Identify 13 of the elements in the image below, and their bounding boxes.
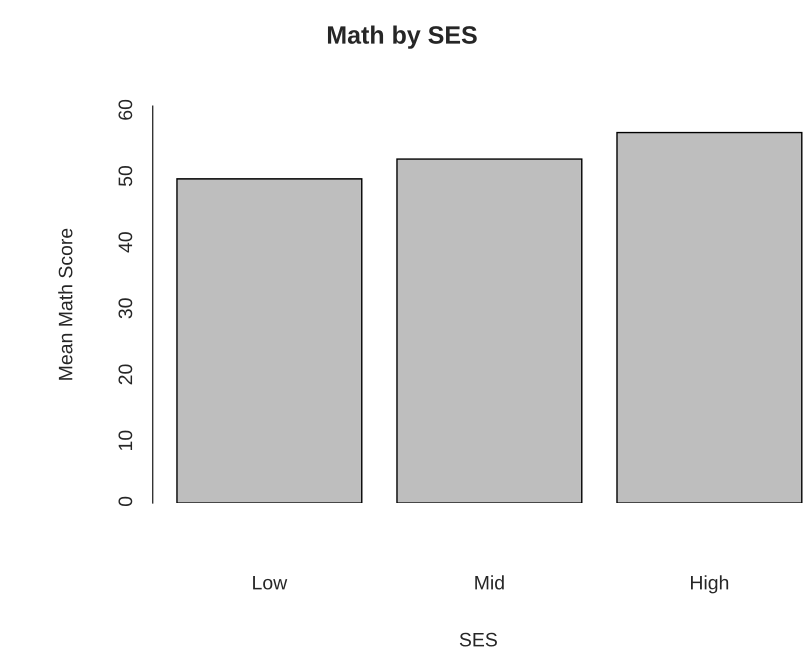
x-tick-label: Mid	[475, 575, 504, 590]
chart-title: Math by SES	[328, 25, 477, 49]
x-tick-label: High	[690, 575, 728, 594]
x-tick-label: Low	[253, 576, 288, 590]
y-tick-label: 50	[118, 166, 132, 186]
y-tick-label: 30	[118, 298, 132, 318]
y-tick-label: 60	[118, 100, 132, 120]
y-tick-label: 20	[118, 364, 132, 384]
y-tick-label: 0	[118, 496, 132, 506]
x-axis-title: SES	[460, 632, 497, 647]
y-tick-label: 40	[118, 232, 132, 253]
y-tick-label: 10	[118, 430, 132, 450]
y-axis-title: Mean Math Score	[58, 228, 72, 380]
